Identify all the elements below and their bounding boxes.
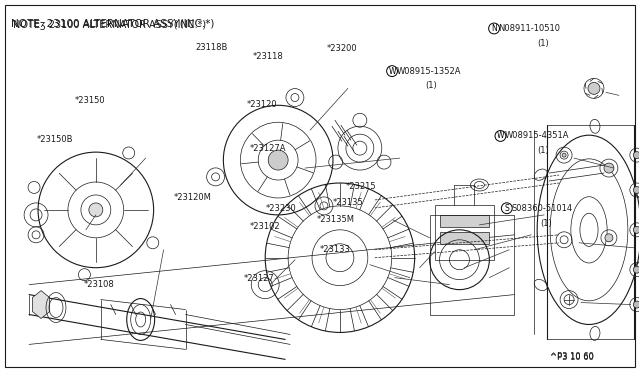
Text: *23215: *23215 xyxy=(346,182,376,190)
Bar xyxy=(435,205,494,260)
Text: S08360-51014: S08360-51014 xyxy=(511,204,572,213)
Text: W: W xyxy=(497,131,504,141)
Circle shape xyxy=(634,152,640,158)
Polygon shape xyxy=(33,291,50,318)
Text: W08915-4351A: W08915-4351A xyxy=(505,131,570,141)
Text: (1): (1) xyxy=(537,146,548,155)
Circle shape xyxy=(634,226,640,233)
Text: NOTE: 23100 ALTERNATOR ASSY(INC.*): NOTE: 23100 ALTERNATOR ASSY(INC.*) xyxy=(11,19,214,29)
Text: N08911-10510: N08911-10510 xyxy=(499,24,561,33)
Text: *23200: *23200 xyxy=(326,44,357,53)
Text: S: S xyxy=(504,204,509,213)
Circle shape xyxy=(562,153,566,157)
Bar xyxy=(429,215,515,314)
Circle shape xyxy=(634,186,640,193)
Bar xyxy=(440,232,490,244)
Text: *23127: *23127 xyxy=(243,274,274,283)
Circle shape xyxy=(268,150,288,170)
Text: *23127A: *23127A xyxy=(250,144,286,153)
Text: *23133: *23133 xyxy=(320,244,351,253)
Circle shape xyxy=(604,163,614,173)
Text: *23120: *23120 xyxy=(246,100,277,109)
Text: (1): (1) xyxy=(425,81,437,90)
Text: *23135M: *23135M xyxy=(317,215,355,224)
Text: *23135: *23135 xyxy=(333,198,364,207)
Text: NOTEʒ 23100 ALTERNATOR ASSY(INC.*): NOTEʒ 23100 ALTERNATOR ASSY(INC.*) xyxy=(13,20,206,30)
Text: *23150B: *23150B xyxy=(36,135,73,144)
Circle shape xyxy=(588,82,600,94)
Text: *23118: *23118 xyxy=(253,52,284,61)
Circle shape xyxy=(89,203,103,217)
Text: W08915-1352A: W08915-1352A xyxy=(397,67,461,76)
Text: ^P3 10 60: ^P3 10 60 xyxy=(550,353,593,362)
Circle shape xyxy=(605,234,613,242)
Text: ^P3 10 60: ^P3 10 60 xyxy=(550,352,593,361)
Text: *23120M: *23120M xyxy=(173,193,211,202)
Text: *23102: *23102 xyxy=(250,222,280,231)
Circle shape xyxy=(634,301,640,308)
Bar xyxy=(440,215,490,227)
Text: *23230: *23230 xyxy=(266,204,296,213)
Text: W: W xyxy=(388,67,396,76)
Circle shape xyxy=(634,266,640,273)
Text: *23108: *23108 xyxy=(84,280,115,289)
Text: 23118B: 23118B xyxy=(196,42,228,51)
Text: (1): (1) xyxy=(540,219,552,228)
Text: *23150: *23150 xyxy=(74,96,105,105)
Text: (1): (1) xyxy=(537,39,548,48)
Text: N: N xyxy=(491,24,497,33)
